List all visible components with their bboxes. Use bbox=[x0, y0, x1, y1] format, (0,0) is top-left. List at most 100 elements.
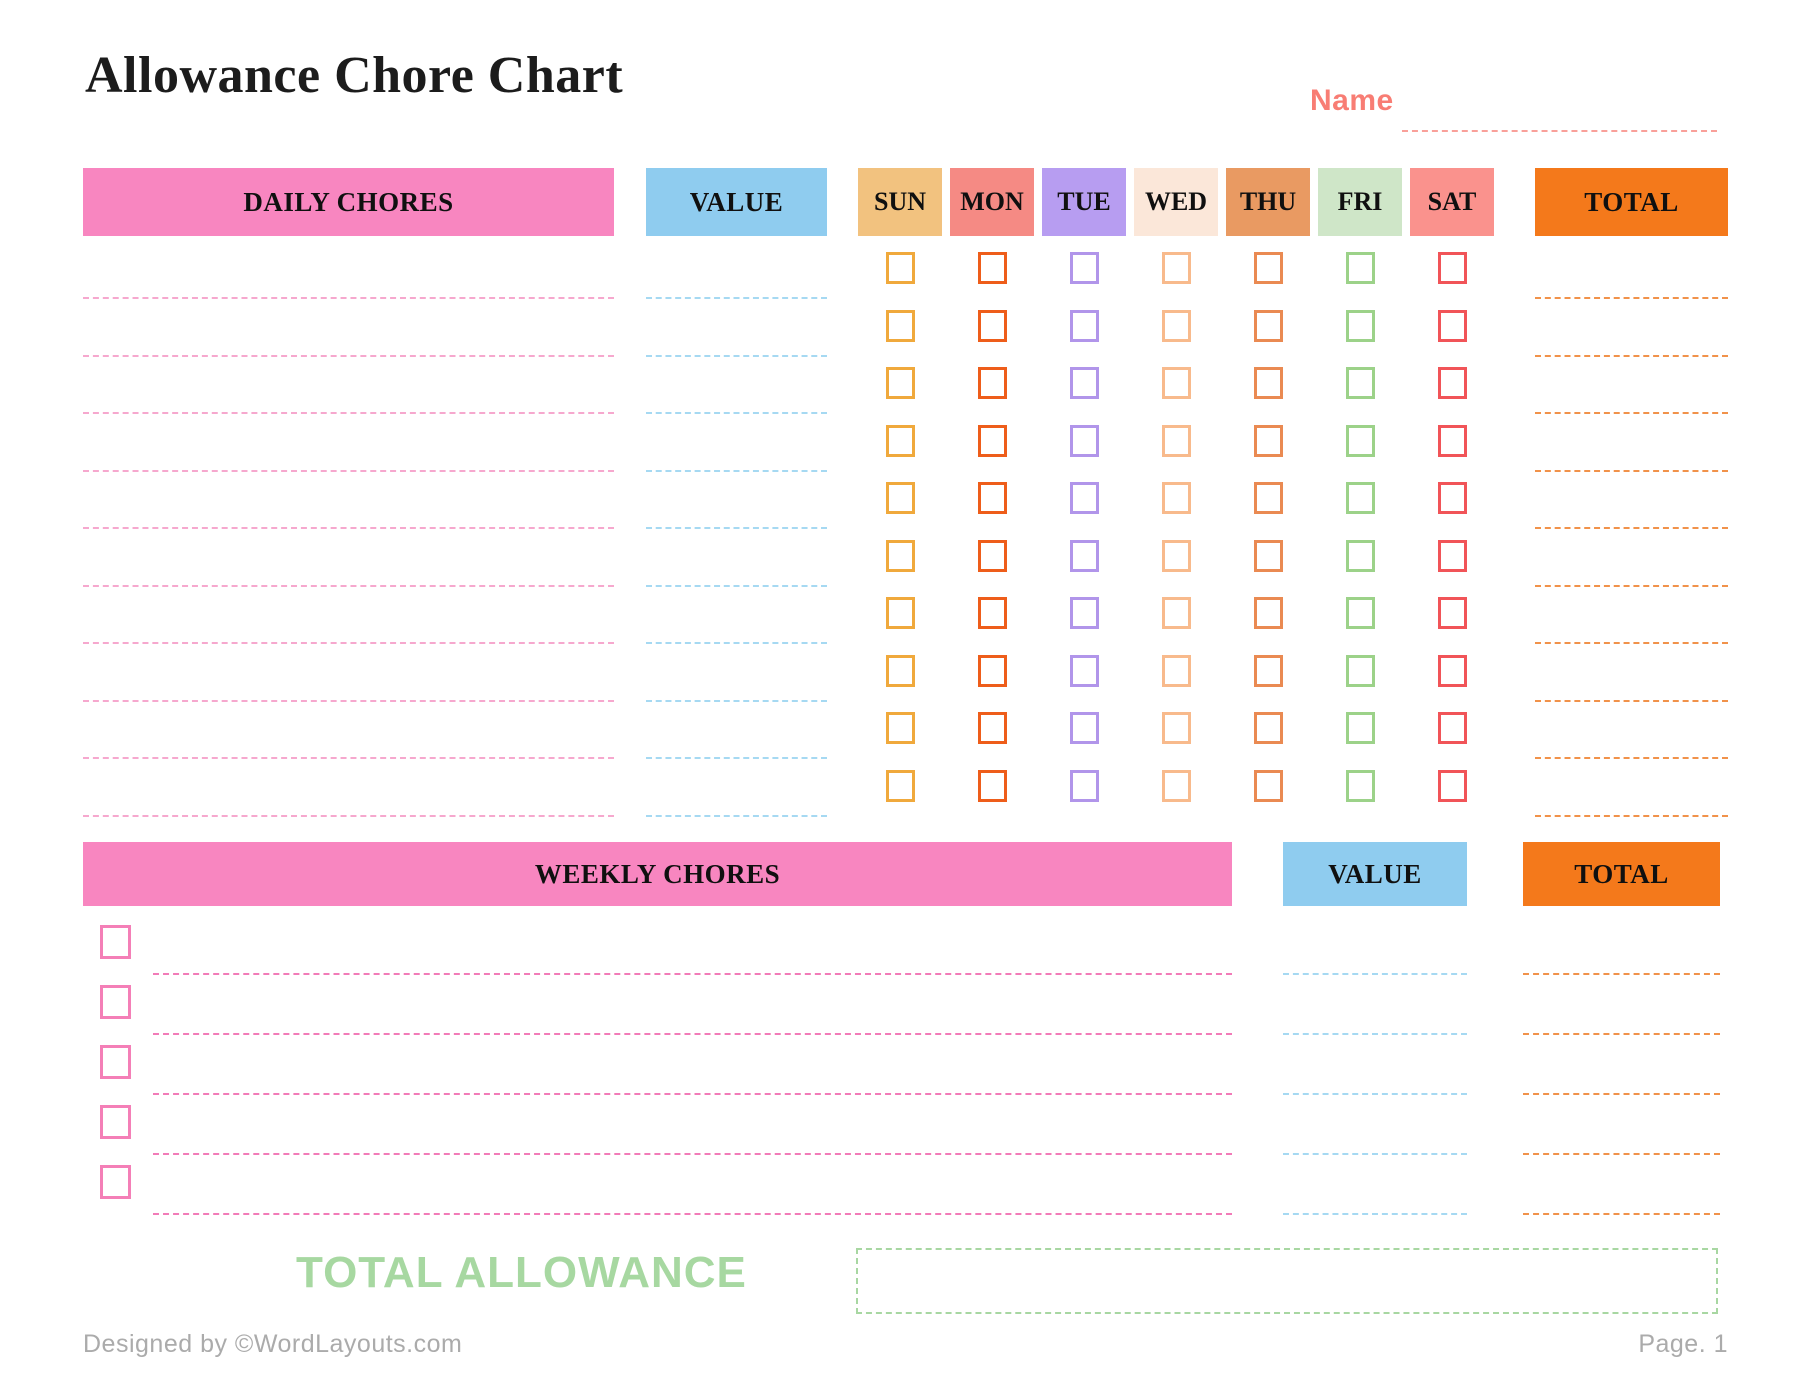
daily-checkbox-sat-r2[interactable] bbox=[1438, 310, 1467, 342]
daily-value-input-line[interactable] bbox=[646, 585, 827, 587]
daily-value-input-line[interactable] bbox=[646, 815, 827, 817]
daily-checkbox-wed-r6[interactable] bbox=[1162, 540, 1191, 572]
daily-checkbox-wed-r2[interactable] bbox=[1162, 310, 1191, 342]
daily-checkbox-fri-r7[interactable] bbox=[1346, 597, 1375, 629]
daily-checkbox-sun-r7[interactable] bbox=[886, 597, 915, 629]
daily-checkbox-sat-r6[interactable] bbox=[1438, 540, 1467, 572]
daily-total-input-line[interactable] bbox=[1535, 412, 1728, 414]
daily-chore-input-line[interactable] bbox=[83, 757, 614, 759]
daily-total-input-line[interactable] bbox=[1535, 470, 1728, 472]
daily-checkbox-sun-r5[interactable] bbox=[886, 482, 915, 514]
daily-checkbox-thu-r9[interactable] bbox=[1254, 712, 1283, 744]
daily-checkbox-tue-r3[interactable] bbox=[1070, 367, 1099, 399]
daily-checkbox-tue-r10[interactable] bbox=[1070, 770, 1099, 802]
daily-chore-input-line[interactable] bbox=[83, 297, 614, 299]
weekly-chore-input-line[interactable] bbox=[153, 1153, 1232, 1155]
daily-checkbox-sat-r4[interactable] bbox=[1438, 425, 1467, 457]
daily-checkbox-fri-r2[interactable] bbox=[1346, 310, 1375, 342]
daily-chore-input-line[interactable] bbox=[83, 527, 614, 529]
daily-total-input-line[interactable] bbox=[1535, 355, 1728, 357]
daily-checkbox-thu-r8[interactable] bbox=[1254, 655, 1283, 687]
weekly-chore-input-line[interactable] bbox=[153, 1033, 1232, 1035]
weekly-chore-input-line[interactable] bbox=[153, 973, 1232, 975]
daily-chore-input-line[interactable] bbox=[83, 470, 614, 472]
daily-checkbox-sat-r1[interactable] bbox=[1438, 252, 1467, 284]
daily-checkbox-mon-r4[interactable] bbox=[978, 425, 1007, 457]
name-input-line[interactable] bbox=[1402, 98, 1717, 132]
daily-checkbox-sat-r7[interactable] bbox=[1438, 597, 1467, 629]
daily-checkbox-tue-r5[interactable] bbox=[1070, 482, 1099, 514]
daily-checkbox-thu-r5[interactable] bbox=[1254, 482, 1283, 514]
daily-checkbox-tue-r6[interactable] bbox=[1070, 540, 1099, 572]
daily-checkbox-sat-r9[interactable] bbox=[1438, 712, 1467, 744]
daily-value-input-line[interactable] bbox=[646, 527, 827, 529]
daily-chore-input-line[interactable] bbox=[83, 585, 614, 587]
weekly-checkbox-r3[interactable] bbox=[100, 1045, 131, 1079]
weekly-total-input-line[interactable] bbox=[1523, 1093, 1720, 1095]
daily-checkbox-mon-r7[interactable] bbox=[978, 597, 1007, 629]
daily-total-input-line[interactable] bbox=[1535, 585, 1728, 587]
weekly-value-input-line[interactable] bbox=[1283, 1033, 1467, 1035]
daily-checkbox-sat-r8[interactable] bbox=[1438, 655, 1467, 687]
daily-checkbox-wed-r9[interactable] bbox=[1162, 712, 1191, 744]
daily-checkbox-wed-r1[interactable] bbox=[1162, 252, 1191, 284]
daily-checkbox-tue-r2[interactable] bbox=[1070, 310, 1099, 342]
daily-total-input-line[interactable] bbox=[1535, 297, 1728, 299]
daily-checkbox-mon-r10[interactable] bbox=[978, 770, 1007, 802]
daily-checkbox-fri-r8[interactable] bbox=[1346, 655, 1375, 687]
daily-value-input-line[interactable] bbox=[646, 355, 827, 357]
daily-checkbox-sun-r2[interactable] bbox=[886, 310, 915, 342]
weekly-value-input-line[interactable] bbox=[1283, 1153, 1467, 1155]
daily-checkbox-wed-r8[interactable] bbox=[1162, 655, 1191, 687]
daily-value-input-line[interactable] bbox=[646, 642, 827, 644]
daily-checkbox-wed-r3[interactable] bbox=[1162, 367, 1191, 399]
daily-checkbox-sun-r8[interactable] bbox=[886, 655, 915, 687]
weekly-value-input-line[interactable] bbox=[1283, 1213, 1467, 1215]
daily-checkbox-tue-r8[interactable] bbox=[1070, 655, 1099, 687]
daily-checkbox-thu-r4[interactable] bbox=[1254, 425, 1283, 457]
weekly-checkbox-r5[interactable] bbox=[100, 1165, 131, 1199]
daily-checkbox-thu-r2[interactable] bbox=[1254, 310, 1283, 342]
weekly-total-input-line[interactable] bbox=[1523, 1213, 1720, 1215]
daily-checkbox-thu-r1[interactable] bbox=[1254, 252, 1283, 284]
daily-checkbox-fri-r10[interactable] bbox=[1346, 770, 1375, 802]
daily-checkbox-fri-r6[interactable] bbox=[1346, 540, 1375, 572]
daily-checkbox-sun-r9[interactable] bbox=[886, 712, 915, 744]
daily-checkbox-sun-r3[interactable] bbox=[886, 367, 915, 399]
daily-chore-input-line[interactable] bbox=[83, 700, 614, 702]
daily-checkbox-thu-r10[interactable] bbox=[1254, 770, 1283, 802]
daily-checkbox-mon-r5[interactable] bbox=[978, 482, 1007, 514]
daily-checkbox-fri-r3[interactable] bbox=[1346, 367, 1375, 399]
daily-checkbox-thu-r6[interactable] bbox=[1254, 540, 1283, 572]
daily-checkbox-sat-r3[interactable] bbox=[1438, 367, 1467, 399]
weekly-value-input-line[interactable] bbox=[1283, 973, 1467, 975]
daily-checkbox-mon-r2[interactable] bbox=[978, 310, 1007, 342]
daily-value-input-line[interactable] bbox=[646, 757, 827, 759]
daily-checkbox-fri-r5[interactable] bbox=[1346, 482, 1375, 514]
daily-value-input-line[interactable] bbox=[646, 700, 827, 702]
weekly-checkbox-r4[interactable] bbox=[100, 1105, 131, 1139]
total-allowance-input-box[interactable] bbox=[856, 1248, 1718, 1314]
daily-total-input-line[interactable] bbox=[1535, 527, 1728, 529]
daily-checkbox-tue-r9[interactable] bbox=[1070, 712, 1099, 744]
daily-checkbox-tue-r1[interactable] bbox=[1070, 252, 1099, 284]
daily-chore-input-line[interactable] bbox=[83, 642, 614, 644]
daily-chore-input-line[interactable] bbox=[83, 355, 614, 357]
weekly-total-input-line[interactable] bbox=[1523, 973, 1720, 975]
daily-value-input-line[interactable] bbox=[646, 297, 827, 299]
daily-checkbox-thu-r7[interactable] bbox=[1254, 597, 1283, 629]
daily-checkbox-fri-r9[interactable] bbox=[1346, 712, 1375, 744]
weekly-total-input-line[interactable] bbox=[1523, 1153, 1720, 1155]
daily-total-input-line[interactable] bbox=[1535, 815, 1728, 817]
daily-checkbox-fri-r4[interactable] bbox=[1346, 425, 1375, 457]
daily-checkbox-wed-r5[interactable] bbox=[1162, 482, 1191, 514]
daily-checkbox-wed-r4[interactable] bbox=[1162, 425, 1191, 457]
daily-checkbox-mon-r8[interactable] bbox=[978, 655, 1007, 687]
daily-checkbox-fri-r1[interactable] bbox=[1346, 252, 1375, 284]
daily-checkbox-wed-r10[interactable] bbox=[1162, 770, 1191, 802]
daily-checkbox-wed-r7[interactable] bbox=[1162, 597, 1191, 629]
daily-checkbox-mon-r9[interactable] bbox=[978, 712, 1007, 744]
daily-checkbox-sun-r10[interactable] bbox=[886, 770, 915, 802]
weekly-checkbox-r1[interactable] bbox=[100, 925, 131, 959]
daily-chore-input-line[interactable] bbox=[83, 412, 614, 414]
